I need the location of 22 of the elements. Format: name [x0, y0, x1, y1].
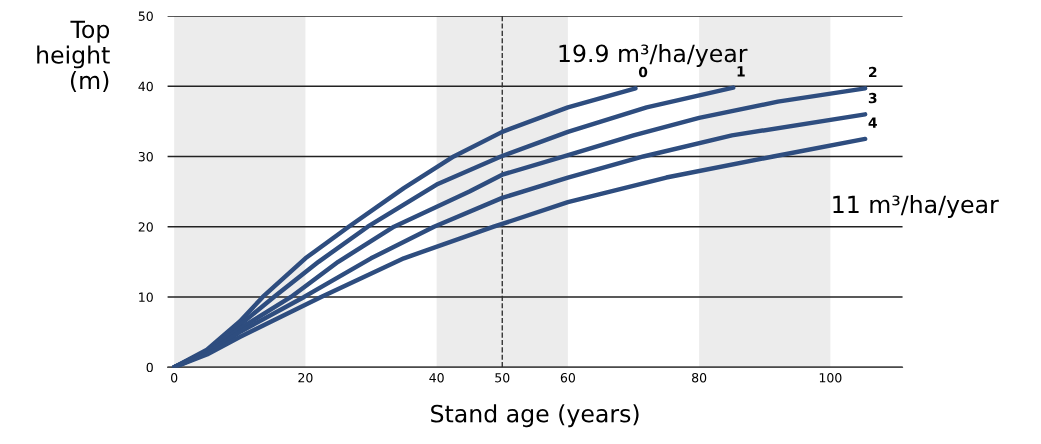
y-axis-title: Top height (m): [37, 20, 110, 93]
y-tick-label: 50: [138, 11, 153, 21]
series-label: 2: [869, 66, 877, 78]
y-tick-label: 30: [138, 151, 153, 162]
x-tick-label: 0: [171, 372, 178, 383]
series-label: 4: [868, 117, 877, 128]
series-label: 3: [868, 92, 877, 104]
series-label: 1: [737, 66, 745, 77]
y-tick-label: 40: [138, 81, 153, 92]
x-tick-label: 100: [819, 372, 842, 383]
annotation: 19.9 m³/ha/year: [559, 44, 748, 67]
x-tick-label: 20: [298, 372, 313, 383]
y-tick-label: 20: [138, 222, 153, 232]
x-tick-label: 40: [429, 372, 444, 383]
y-tick-label: 0: [146, 362, 153, 373]
series-label: 0: [638, 66, 648, 78]
y-tick-label: 10: [139, 292, 153, 302]
x-tick-label: 50: [495, 372, 510, 383]
annotation: 11 m³/ha/year: [833, 195, 999, 218]
x-axis-title: Stand age (years): [431, 404, 639, 428]
x-tick-label: 80: [692, 372, 707, 383]
x-tick-label: 60: [560, 372, 576, 383]
